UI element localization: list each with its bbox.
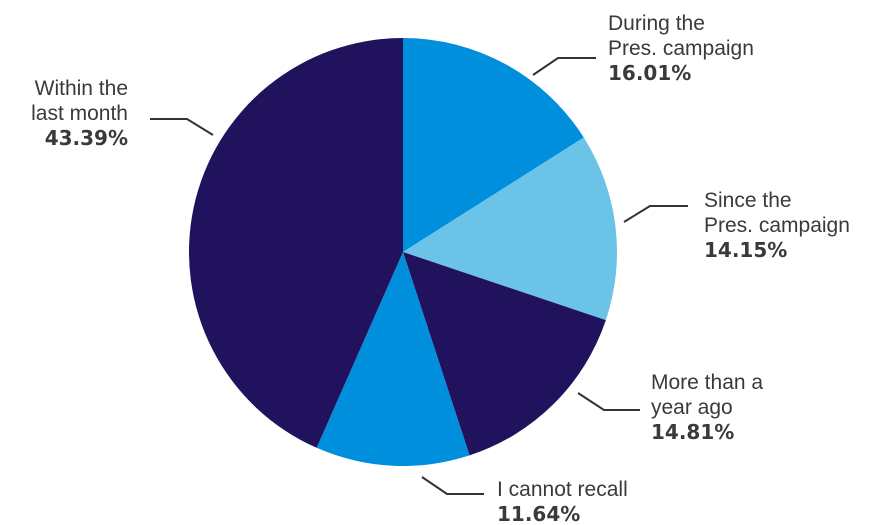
slice-label-5-line-2: last month — [31, 102, 128, 125]
slice-label-1-line-2: Pres. campaign — [608, 37, 754, 60]
leader-line-2 — [623, 205, 688, 223]
slice-value-1: 16.01% — [608, 61, 691, 85]
slice-label-2-line-1: Since the — [704, 189, 792, 212]
slice-label-2-line-2: Pres. campaign — [704, 214, 850, 237]
slice-label-4-line-1: I cannot recall — [497, 478, 628, 501]
pie-slice-1 — [403, 38, 584, 252]
slice-label-3-line-2: year ago — [651, 396, 733, 419]
slice-label-1-line-1: During the — [608, 12, 705, 35]
slice-label-3-line-1: More than a — [651, 371, 763, 394]
slice-value-4: 11.64% — [497, 502, 580, 525]
pie-slice-4 — [316, 252, 470, 467]
pie-slice-3 — [403, 252, 606, 456]
pie-slice-2 — [403, 137, 617, 321]
leader-line-4 — [421, 476, 484, 495]
slice-value-3: 14.81% — [651, 420, 734, 444]
leader-line-5 — [150, 118, 214, 136]
slice-value-2: 14.15% — [704, 238, 787, 262]
pie-slices — [188, 38, 617, 467]
leader-line-1 — [532, 57, 596, 76]
leader-line-3 — [577, 392, 640, 411]
slice-value-5: 43.39% — [45, 126, 128, 150]
pie-slice-5 — [188, 38, 403, 448]
slice-label-5-line-1: Within the — [35, 77, 128, 100]
